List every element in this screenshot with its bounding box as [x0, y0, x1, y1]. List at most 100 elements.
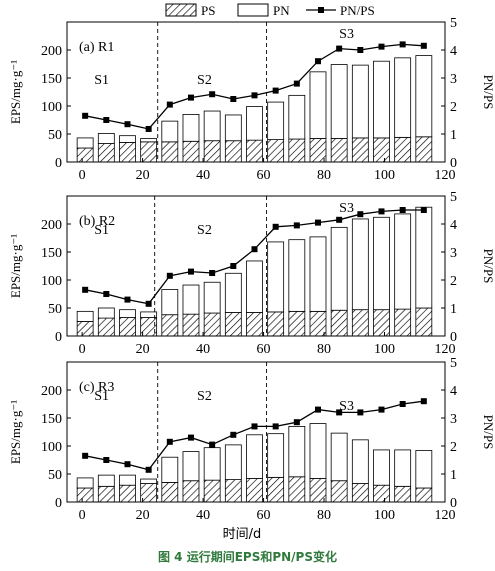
plot-frame	[66, 195, 446, 337]
y2-axis-label: PN/PS	[481, 249, 495, 284]
pnps-point	[187, 434, 194, 441]
ps-bar	[76, 147, 94, 163]
ps-bar	[203, 312, 221, 337]
y-tick-label: 100	[41, 274, 62, 289]
pn-bar	[246, 434, 263, 479]
y2-tick-label: 2	[450, 440, 457, 455]
pnps-point	[166, 438, 173, 445]
x-tick-label: 20	[136, 508, 150, 523]
ps-bar	[288, 476, 306, 503]
stage-label-s2: S2	[197, 389, 212, 404]
x-tick-label: 80	[317, 508, 331, 523]
pn-bar	[97, 307, 115, 319]
pn-bar	[373, 60, 390, 139]
pn-bar	[76, 137, 94, 149]
pnps-point	[124, 296, 131, 303]
pnps-point	[103, 457, 110, 463]
pnps-point	[378, 43, 385, 50]
ps-bar	[224, 479, 242, 503]
pn-bar	[415, 206, 433, 309]
ps-bar	[351, 309, 369, 337]
pnps-point	[82, 112, 89, 119]
pnps-point	[314, 219, 321, 226]
x-tick-label: 80	[317, 342, 331, 357]
legend-pn-label: PN	[273, 3, 290, 18]
ps-bar	[394, 308, 412, 337]
ps-bar	[246, 139, 263, 163]
ps-bar	[415, 136, 433, 163]
x-tick-label: 40	[196, 342, 210, 357]
panel-label: (a) R1	[79, 40, 114, 55]
panel-label: (c) R3	[79, 380, 114, 395]
ps-bar	[203, 140, 221, 163]
ps-bar	[330, 138, 348, 163]
y-axis-label: EPS/mg·g⁻¹	[8, 400, 23, 464]
x-axis-label: 时间/d	[223, 527, 262, 542]
pnps-point	[293, 222, 300, 229]
y2-tick-label: 1	[450, 128, 457, 143]
pn-bar	[351, 218, 369, 311]
pnps-point	[209, 91, 216, 98]
pn-bar	[97, 474, 115, 487]
pn-bar	[351, 64, 369, 139]
y-tick-label: 0	[55, 330, 62, 345]
ps-bar	[182, 313, 200, 337]
y2-axis-label: PN/PS	[481, 75, 495, 110]
pn-bar	[330, 432, 348, 482]
pn-bar	[119, 135, 136, 143]
x-tick-label: 120	[435, 508, 456, 523]
y2-tick-label: 0	[450, 156, 457, 171]
pn-bar	[203, 110, 221, 142]
ps-bar	[394, 485, 412, 503]
ps-bar	[76, 487, 94, 503]
y2-tick-label: 4	[450, 384, 457, 399]
panel-label: (b) R2	[79, 214, 115, 229]
pnps-point	[251, 92, 258, 99]
x-tick-label: 100	[374, 168, 395, 183]
ps-bar	[415, 307, 433, 337]
pn-bar	[182, 284, 200, 315]
x-tick-label: 0	[79, 342, 86, 357]
y-tick-label: 50	[48, 302, 62, 317]
stage-label-s3: S3	[339, 27, 354, 42]
y2-axis-label: PN/PS	[481, 415, 495, 450]
pnps-point	[336, 216, 343, 223]
pnps-point	[272, 423, 279, 430]
pnps-point	[187, 268, 194, 275]
pn-bar	[224, 272, 242, 313]
pnps-point	[399, 41, 406, 48]
pnps-point	[82, 452, 89, 459]
y2-tick-label: 5	[450, 190, 457, 205]
y-tick-label: 150	[41, 72, 62, 87]
pnps-point	[399, 207, 406, 213]
pn-bar	[330, 226, 348, 311]
y-tick-label: 50	[48, 128, 62, 143]
ps-bar	[288, 138, 306, 163]
pnps-point	[103, 291, 110, 297]
pnps-point	[251, 423, 258, 430]
pnps-point	[293, 419, 300, 426]
pn-bar	[267, 101, 285, 141]
legend-pn-swatch	[237, 3, 269, 17]
pnps-point	[378, 208, 385, 215]
x-tick-label: 60	[257, 342, 271, 357]
pnps-point	[124, 121, 131, 128]
ps-bar	[182, 480, 200, 503]
stage-label-s1: S1	[94, 223, 109, 238]
ps-bar	[76, 321, 94, 337]
ps-bar	[161, 481, 179, 503]
pnps-point	[399, 401, 406, 407]
x-tick-label: 60	[257, 508, 271, 523]
pn-bar	[97, 133, 115, 144]
ps-bar	[246, 312, 263, 337]
pn-bar	[76, 477, 94, 489]
ps-bar	[330, 480, 348, 503]
ps-bar	[415, 487, 433, 503]
y2-tick-label: 5	[450, 16, 457, 31]
pn-bar	[76, 310, 94, 322]
stage-label-s1: S1	[94, 389, 109, 404]
pn-bar	[394, 449, 412, 487]
y2-tick-label: 0	[450, 496, 457, 511]
pnps-point	[145, 300, 152, 307]
x-tick-label: 0	[79, 168, 86, 183]
